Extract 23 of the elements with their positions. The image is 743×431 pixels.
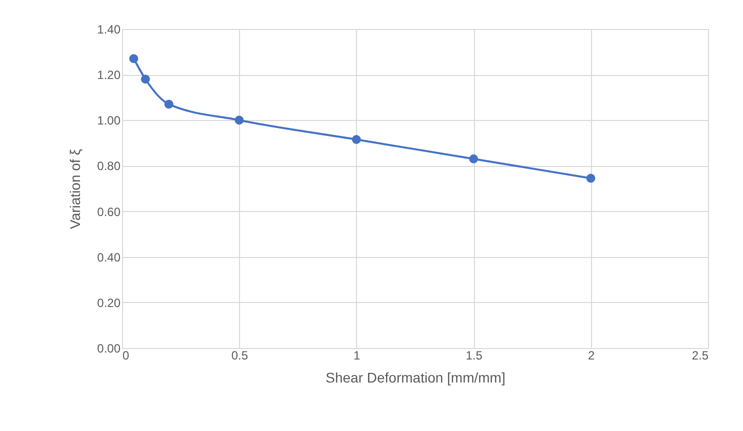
y-tick-label: 0.80: [97, 159, 121, 174]
point: [586, 174, 596, 183]
x-tick-label: 1: [354, 348, 361, 362]
point: [469, 154, 478, 164]
point: [164, 100, 174, 109]
x-tick-label: 1.5: [466, 348, 483, 362]
point: [352, 135, 361, 144]
y-tick-label: 0.20: [97, 296, 121, 310]
y-tick-label: 0.40: [97, 250, 121, 264]
y-axis-title: Variation of ξ: [67, 149, 84, 229]
y-tick-label: 0.60: [97, 204, 121, 219]
point: [140, 74, 150, 84]
y-tick-label: 1.00: [97, 114, 121, 128]
y-tick-label: 1.40: [97, 22, 121, 36]
x-tick-label: 0: [122, 348, 130, 362]
x-axis-title: Shear Deformation [mm/mm]: [326, 370, 506, 386]
x-tick-label: 2.5: [692, 348, 709, 362]
point: [234, 116, 244, 125]
y-tick-label: 0.00: [97, 342, 121, 356]
x-tick-label: 0.5: [231, 348, 248, 362]
point: [129, 54, 138, 64]
x-tick-label: 2: [588, 348, 595, 362]
y-tick-label: 1.20: [97, 68, 121, 82]
